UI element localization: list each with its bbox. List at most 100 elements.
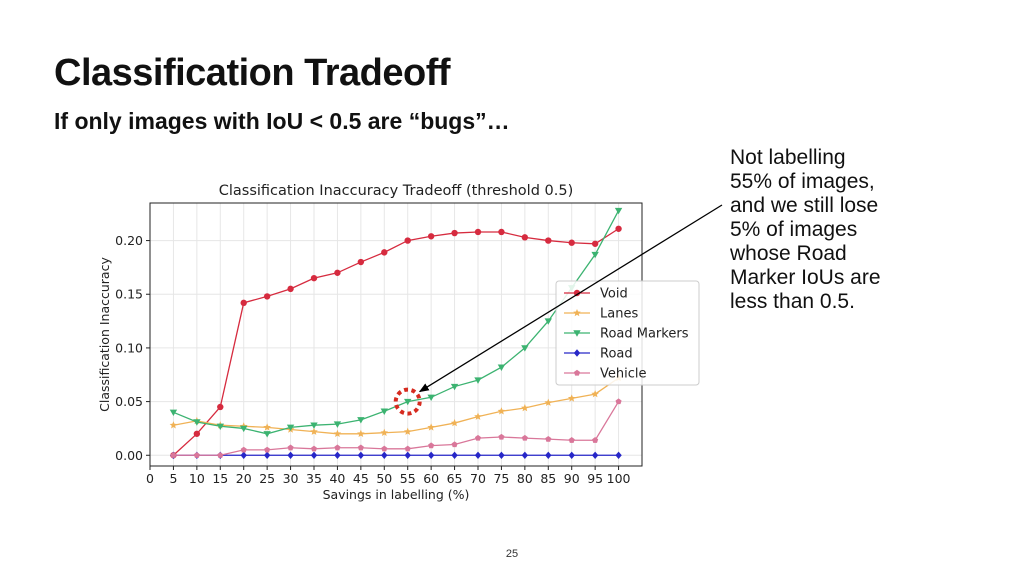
page-number: 25 — [505, 548, 519, 560]
data-point-road-markers — [333, 421, 342, 428]
data-point-void — [451, 229, 458, 237]
data-point-road-markers — [614, 207, 623, 215]
annotation-line: less than 0.5. — [730, 290, 855, 313]
data-point-road — [568, 451, 575, 459]
data-point-road-markers — [474, 377, 482, 384]
data-point-void — [287, 285, 294, 293]
data-point-void — [568, 239, 575, 246]
legend-marker-vehicle — [573, 369, 581, 376]
data-point-void — [521, 234, 529, 241]
data-point-road-markers — [427, 394, 435, 401]
annotation-line: and we still lose — [730, 194, 879, 217]
data-point-lanes — [357, 429, 365, 438]
data-point-lanes — [263, 423, 271, 431]
data-point-lanes — [169, 421, 178, 429]
x-tick-label: 80 — [517, 471, 533, 486]
data-point-road — [381, 451, 388, 459]
data-point-road — [287, 451, 294, 459]
x-tick-label: 0 — [146, 471, 154, 486]
legend-box — [555, 280, 700, 386]
annotation-line: Not labelling — [730, 146, 846, 169]
data-point-vehicle — [592, 437, 599, 443]
data-point-lanes — [544, 398, 553, 406]
data-point-road-markers — [169, 409, 178, 417]
x-tick-label: 10 — [189, 471, 205, 486]
legend-marker-road — [573, 349, 581, 357]
x-tick-label: 15 — [212, 471, 228, 486]
x-tick-label: 90 — [564, 471, 580, 486]
data-point-void — [498, 228, 505, 236]
data-point-void — [334, 269, 341, 276]
data-point-lanes — [403, 427, 412, 435]
data-point-void — [217, 403, 224, 411]
data-point-road-markers — [286, 424, 295, 432]
data-point-road-markers — [544, 318, 552, 325]
data-point-vehicle — [334, 444, 341, 451]
legend-marker-road-markers — [573, 330, 581, 337]
legend-label-road: Road — [600, 347, 633, 362]
x-tick-label: 75 — [493, 471, 509, 486]
data-point-road — [451, 451, 458, 459]
series-road — [170, 451, 622, 459]
data-point-road — [591, 451, 599, 459]
data-point-lanes — [380, 428, 389, 436]
series-void — [170, 225, 622, 459]
legend-label-lanes: Lanes — [600, 307, 638, 322]
x-tick-label: 40 — [329, 471, 345, 486]
data-point-road — [240, 451, 247, 459]
x-tick-label: 65 — [447, 471, 463, 486]
legend-label-road-markers: Road Markers — [600, 327, 689, 342]
data-point-lanes — [591, 390, 599, 398]
data-point-vehicle — [217, 452, 224, 458]
data-point-void — [310, 274, 318, 282]
x-tick-label: 60 — [423, 471, 439, 486]
data-point-road — [615, 451, 622, 459]
data-point-vehicle — [170, 452, 177, 458]
data-point-vehicle — [381, 445, 388, 452]
data-point-road-markers — [404, 398, 412, 406]
data-point-vehicle — [498, 433, 505, 440]
data-point-road — [521, 451, 529, 459]
data-point-lanes — [310, 427, 318, 435]
legend-label-void: Void — [600, 287, 628, 302]
data-point-road-markers — [310, 422, 318, 429]
y-tick-label: 0.15 — [115, 287, 143, 302]
data-point-road — [498, 451, 505, 459]
x-tick-label: 70 — [470, 471, 486, 486]
data-point-road — [427, 451, 435, 459]
data-point-void — [193, 430, 201, 437]
data-point-road-markers — [450, 383, 459, 391]
data-point-vehicle — [264, 446, 271, 453]
x-tick-label: 20 — [236, 471, 252, 486]
data-point-road-markers — [357, 417, 365, 424]
data-point-lanes — [497, 407, 506, 415]
data-point-road — [263, 451, 271, 459]
highlight-circle — [393, 387, 422, 416]
data-point-road-markers — [521, 345, 529, 352]
legend-label-vehicle: Vehicle — [600, 367, 647, 382]
data-point-void — [404, 237, 411, 244]
data-point-road-markers — [497, 364, 506, 371]
data-point-void — [591, 240, 599, 247]
data-point-vehicle — [287, 444, 294, 451]
data-point-vehicle — [310, 445, 318, 452]
y-tick-label: 0.10 — [115, 340, 143, 355]
x-tick-label: 5 — [169, 471, 177, 486]
data-point-vehicle — [521, 434, 528, 441]
x-tick-label: 35 — [306, 471, 322, 486]
x-tick-label: 25 — [259, 471, 275, 486]
data-point-road — [474, 451, 482, 459]
data-point-vehicle — [428, 442, 435, 449]
data-point-road-markers — [591, 251, 599, 259]
x-tick-label: 50 — [376, 471, 392, 486]
series-vehicle — [170, 398, 622, 458]
annotation-line: 55% of images, — [730, 170, 875, 193]
x-tick-label: 55 — [400, 471, 416, 486]
data-point-road — [357, 451, 365, 459]
data-point-void — [263, 293, 271, 300]
legend-marker-lanes — [573, 309, 581, 317]
legend-marker-void — [573, 289, 581, 297]
data-point-vehicle — [615, 398, 622, 405]
annotation-arrow — [418, 204, 723, 393]
annotation-line: 5% of images — [730, 218, 858, 241]
